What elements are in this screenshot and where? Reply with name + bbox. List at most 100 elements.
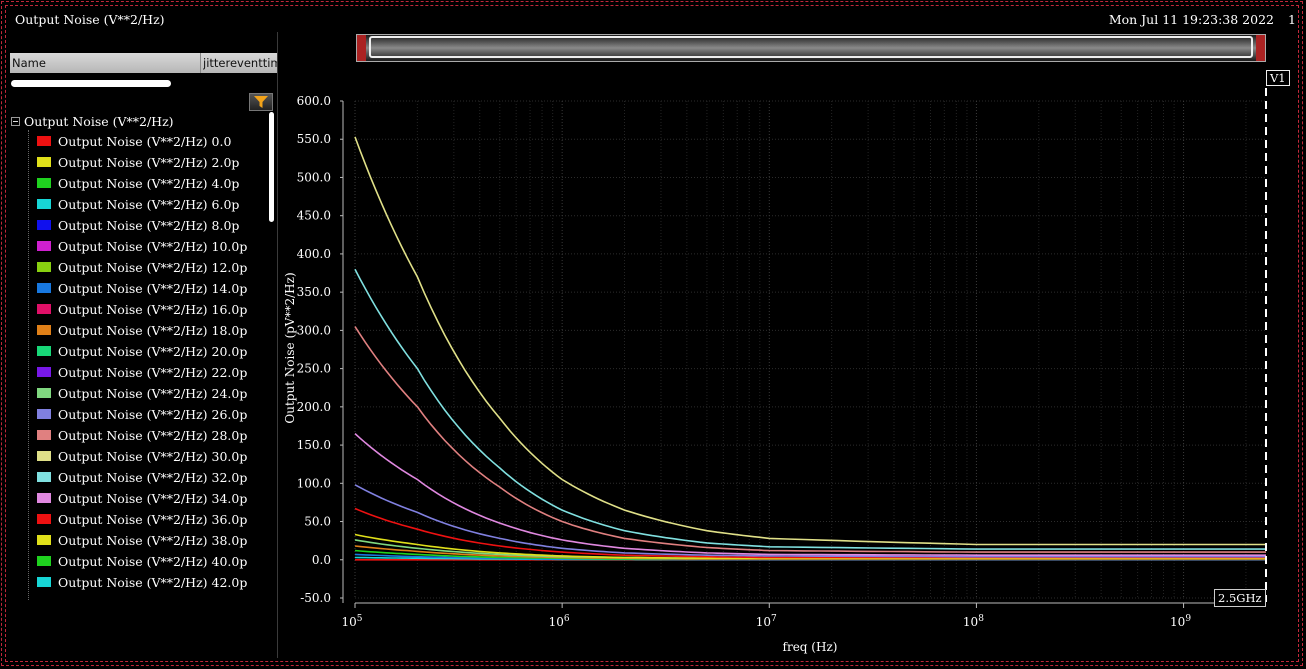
trace-label: Output Noise (V**2/Hz) 0.0 <box>58 134 232 149</box>
x-tick-label: 107 <box>756 614 777 629</box>
trace-color-swatch <box>37 283 51 293</box>
page-number: 1 <box>1288 12 1296 27</box>
trace-color-swatch <box>37 367 51 377</box>
trace-color-swatch <box>37 136 51 146</box>
noise-curve[interactable] <box>354 268 1266 550</box>
x-axis-ticks: 105 106 107 108 109 <box>341 603 1191 629</box>
trace-label: Output Noise (V**2/Hz) 34.0p <box>58 491 248 506</box>
y-tick-label: 0.0 <box>312 553 331 567</box>
trace-label: Output Noise (V**2/Hz) 38.0p <box>58 533 248 548</box>
noise-curve[interactable] <box>354 326 1266 553</box>
y-axis-ticks: 600.0 550.0 500.0 450.0 400.0 350.0 300.0 250.0… <box>297 94 343 605</box>
x-tick-exponent: 8 <box>978 614 984 624</box>
tree-root-label: Output Noise (V**2/Hz) <box>24 114 174 129</box>
trace-label: Output Noise (V**2/Hz) 24.0p <box>58 386 248 401</box>
panel-divider[interactable] <box>277 32 278 658</box>
v1-marker-label[interactable]: V1 <box>1266 70 1290 86</box>
noise-curve[interactable] <box>354 507 1266 559</box>
noise-curve[interactable] <box>354 433 1266 556</box>
trace-label: Output Noise (V**2/Hz) 28.0p <box>58 428 248 443</box>
filter-funnel-icon <box>254 96 268 108</box>
column-name-header[interactable]: Name <box>12 56 46 70</box>
x-tick-exponent: 6 <box>564 614 570 624</box>
date-time: Mon Jul 11 19:23:38 2022 <box>1108 12 1274 27</box>
x-tick-base: 10 <box>963 615 978 629</box>
x-tick-base: 10 <box>341 615 356 629</box>
trace-color-swatch <box>37 262 51 272</box>
column-jitter-header[interactable]: jittereventtim <box>203 56 278 70</box>
column-header: Name jittereventtim <box>10 53 278 73</box>
trace-color-swatch <box>37 577 51 587</box>
x-tick-label: 108 <box>963 614 984 629</box>
x-tick-exponent: 5 <box>357 614 363 624</box>
trace-color-swatch <box>37 157 51 167</box>
x-tick-exponent: 9 <box>1185 614 1191 624</box>
tree-guide-line <box>28 130 29 600</box>
y-axis-label: Output Noise (pV**2/Hz) <box>283 272 297 424</box>
trace-color-swatch <box>37 178 51 188</box>
trace-label: Output Noise (V**2/Hz) 20.0p <box>58 344 248 359</box>
collapse-icon[interactable] <box>11 117 20 126</box>
zoom-left-arrow[interactable] <box>357 35 366 61</box>
vertical-scrollbar[interactable] <box>269 112 274 222</box>
trace-label: Output Noise (V**2/Hz) 2.0p <box>58 155 240 170</box>
y-tick-label: 600.0 <box>297 94 331 108</box>
trace-label: Output Noise (V**2/Hz) 26.0p <box>58 407 248 422</box>
x-tick-label: 105 <box>341 614 362 629</box>
y-tick-label: 150.0 <box>297 438 331 452</box>
trace-color-swatch <box>37 220 51 230</box>
trace-label: Output Noise (V**2/Hz) 40.0p <box>58 554 248 569</box>
window-title: Output Noise (V**2/Hz) <box>15 12 165 27</box>
trace-color-swatch <box>37 199 51 209</box>
trace-color-swatch <box>37 388 51 398</box>
trace-label: Output Noise (V**2/Hz) 14.0p <box>58 281 248 296</box>
y-tick-label: 550.0 <box>297 132 331 146</box>
y-tick-label: -50.0 <box>300 591 331 605</box>
trace-label: Output Noise (V**2/Hz) 22.0p <box>58 365 248 380</box>
x-tick-label: 109 <box>1170 614 1191 629</box>
trace-color-swatch <box>37 535 51 545</box>
y-tick-label: 50.0 <box>304 515 331 529</box>
trace-label: Output Noise (V**2/Hz) 30.0p <box>58 449 248 464</box>
y-tick-label: 100.0 <box>297 476 331 490</box>
trace-label: Output Noise (V**2/Hz) 10.0p <box>58 239 248 254</box>
plot-grid <box>342 100 1266 604</box>
y-tick-label: 200.0 <box>297 400 331 414</box>
trace-label: Output Noise (V**2/Hz) 8.0p <box>58 218 240 233</box>
marker-frequency-label: 2.5GHz <box>1214 589 1266 607</box>
trace-label: Output Noise (V**2/Hz) 4.0p <box>58 176 240 191</box>
trace-label: Output Noise (V**2/Hz) 12.0p <box>58 260 248 275</box>
trace-color-swatch <box>37 556 51 566</box>
column-separator[interactable] <box>200 53 201 73</box>
y-tick-label: 500.0 <box>297 170 331 184</box>
tree-root[interactable]: Output Noise (V**2/Hz) <box>11 114 174 129</box>
trace-color-swatch <box>37 346 51 356</box>
trace-color-swatch <box>37 451 51 461</box>
trace-label: Output Noise (V**2/Hz) 42.0p <box>58 575 248 590</box>
noise-curve[interactable] <box>354 136 1266 546</box>
trace-color-swatch <box>37 430 51 440</box>
x-axis-label: freq (Hz) <box>782 640 838 654</box>
zoom-overview-bar[interactable] <box>356 34 1266 62</box>
noise-curve[interactable] <box>354 484 1266 558</box>
trace-list: Output Noise (V**2/Hz) 0.0 Output Noise (… <box>36 132 268 602</box>
x-tick-base: 10 <box>549 615 564 629</box>
y-tick-label: 400.0 <box>297 247 331 261</box>
x-tick-base: 10 <box>1170 615 1185 629</box>
filter-button[interactable] <box>249 93 273 111</box>
zoom-right-arrow[interactable] <box>1256 35 1265 61</box>
trace-color-swatch <box>37 472 51 482</box>
trace-label: Output Noise (V**2/Hz) 18.0p <box>58 323 248 338</box>
y-tick-label: 350.0 <box>297 285 331 299</box>
trace-label: Output Noise (V**2/Hz) 32.0p <box>58 470 248 485</box>
trace-color-swatch <box>37 409 51 419</box>
y-tick-label: 250.0 <box>297 362 331 376</box>
y-tick-label: 450.0 <box>297 209 331 223</box>
x-tick-base: 10 <box>756 615 771 629</box>
zoom-window[interactable] <box>369 36 1253 58</box>
trace-color-swatch <box>37 325 51 335</box>
trace-label: Output Noise (V**2/Hz) 16.0p <box>58 302 248 317</box>
horizontal-scrollbar[interactable] <box>11 80 171 87</box>
